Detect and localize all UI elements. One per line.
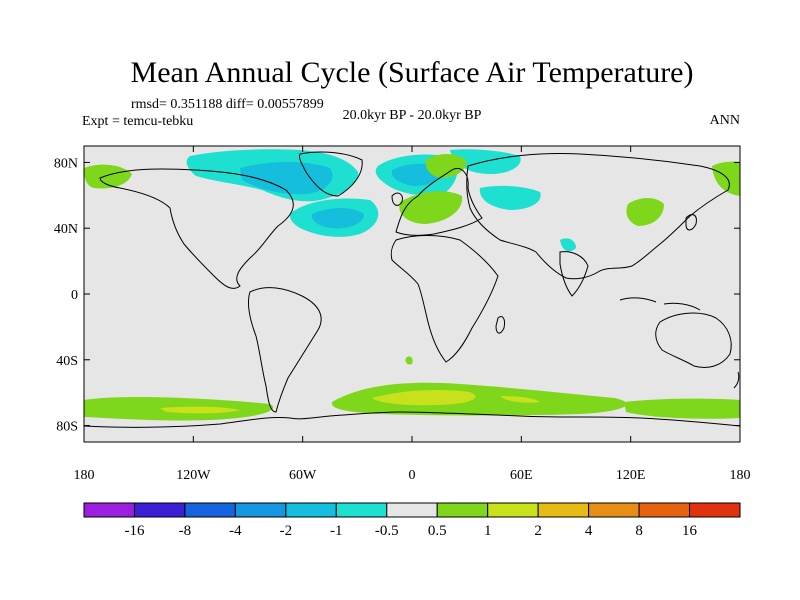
colorbar-label: 4 bbox=[585, 523, 593, 539]
lat-tick-label: 80N bbox=[54, 156, 78, 171]
coast-antarctica bbox=[84, 411, 740, 428]
contour-southern-ocean-east bbox=[624, 398, 740, 419]
lat-tick-label: 80S bbox=[56, 420, 78, 435]
contour-southern-ocean-core-2 bbox=[160, 406, 240, 414]
contour-southern-ocean-core-1 bbox=[372, 390, 476, 406]
contour-europe-warm bbox=[399, 191, 463, 224]
colorbar-box bbox=[689, 502, 741, 518]
contour-labrador-core bbox=[240, 162, 333, 195]
colorbar-label: 2 bbox=[534, 523, 542, 539]
colorbar-labels: -16 -8 -4 -2 -1 -0.5 0.5 1 2 4 8 16 bbox=[124, 523, 697, 539]
lat-tick-label: 0 bbox=[71, 288, 78, 303]
colorbar-label: -16 bbox=[124, 523, 144, 539]
colorbar-label: 16 bbox=[682, 523, 698, 539]
coast-europe bbox=[395, 168, 483, 236]
contour-north-atlantic-core bbox=[311, 208, 364, 229]
colorbar-box bbox=[133, 502, 186, 518]
colorbar-label: -2 bbox=[280, 523, 293, 539]
latitude-ticks: 80N 40N 0 40S 80S bbox=[54, 156, 740, 435]
lon-tick-label: 0 bbox=[409, 468, 416, 483]
colorbar-box bbox=[537, 502, 590, 518]
contour-caspian-cool bbox=[560, 238, 576, 252]
contour-alaska-warm bbox=[84, 164, 132, 189]
colorbar-box bbox=[83, 502, 135, 518]
lon-tick-label: 120E bbox=[616, 468, 646, 483]
contour-southern-ocean-core-3 bbox=[500, 396, 540, 403]
period-label: 20.0kyr BP - 20.0kyr BP bbox=[343, 108, 482, 123]
colorbar-box bbox=[285, 502, 337, 518]
colorbar-box bbox=[234, 502, 287, 518]
contour-scandinavia-warm bbox=[425, 154, 467, 178]
coast-british-isles bbox=[391, 192, 403, 206]
contour-siberia-cool bbox=[479, 185, 541, 210]
coast-greenland bbox=[299, 151, 363, 197]
coast-india bbox=[559, 251, 589, 297]
colorbar-box bbox=[436, 502, 489, 518]
colorbar-label: -8 bbox=[179, 523, 192, 539]
coast-north-america bbox=[99, 168, 294, 289]
colorbar-label: -0.5 bbox=[375, 523, 399, 539]
coast-south-america bbox=[247, 287, 322, 413]
figure-title: Mean Annual Cycle (Surface Air Temperatu… bbox=[131, 56, 694, 89]
coast-madagascar bbox=[495, 315, 505, 334]
coast-asia bbox=[466, 153, 730, 280]
lon-tick-label: 180 bbox=[730, 468, 751, 483]
colorbar-label: 1 bbox=[484, 523, 492, 539]
coast-new-zealand bbox=[733, 371, 740, 389]
colorbar-label: -4 bbox=[229, 523, 242, 539]
coast-australia bbox=[655, 312, 732, 368]
lon-tick-label: 60W bbox=[289, 468, 317, 483]
coastlines bbox=[84, 151, 740, 428]
stats-line: rmsd= 0.351188 diff= 0.00557899 bbox=[131, 97, 324, 112]
colorbar: -16 -8 -4 -2 -1 -0.5 0.5 1 2 4 8 16 bbox=[83, 502, 741, 539]
colorbar-box bbox=[588, 502, 640, 518]
contour-east-asia-warm bbox=[626, 198, 664, 226]
lat-tick-label: 40N bbox=[54, 222, 78, 237]
colorbar-box bbox=[335, 502, 388, 518]
lon-tick-label: 180 bbox=[74, 468, 95, 483]
contour-chukotka-warm bbox=[712, 161, 740, 196]
colorbar-label: 0.5 bbox=[428, 523, 447, 539]
longitude-ticks: 180 120W 60W 0 60E 120E 180 bbox=[74, 146, 751, 483]
colorbar-box bbox=[487, 502, 539, 518]
colorbar-boxes bbox=[83, 502, 741, 518]
lat-tick-label: 40S bbox=[56, 354, 78, 369]
lon-tick-label: 60E bbox=[510, 468, 533, 483]
colorbar-box bbox=[386, 502, 438, 518]
map-panel: 80N 40N 0 40S 80S 180 120W 60W 0 60E 120E 180 bbox=[54, 145, 751, 483]
coast-indonesia bbox=[619, 297, 701, 311]
coast-africa bbox=[390, 235, 499, 363]
season-label: ANN bbox=[710, 113, 740, 128]
colorbar-label: -1 bbox=[330, 523, 343, 539]
contour-southern-ocean-atlantic-indian bbox=[331, 382, 627, 416]
colorbar-box bbox=[184, 502, 236, 518]
lon-tick-label: 120W bbox=[176, 468, 211, 483]
contour-fills bbox=[84, 149, 740, 421]
coast-japan bbox=[685, 214, 697, 231]
contour-south-atlantic-spot bbox=[405, 356, 413, 365]
colorbar-box bbox=[638, 502, 691, 518]
colorbar-label: 8 bbox=[635, 523, 643, 539]
expt-label: Expt = temcu-tebku bbox=[82, 114, 193, 129]
